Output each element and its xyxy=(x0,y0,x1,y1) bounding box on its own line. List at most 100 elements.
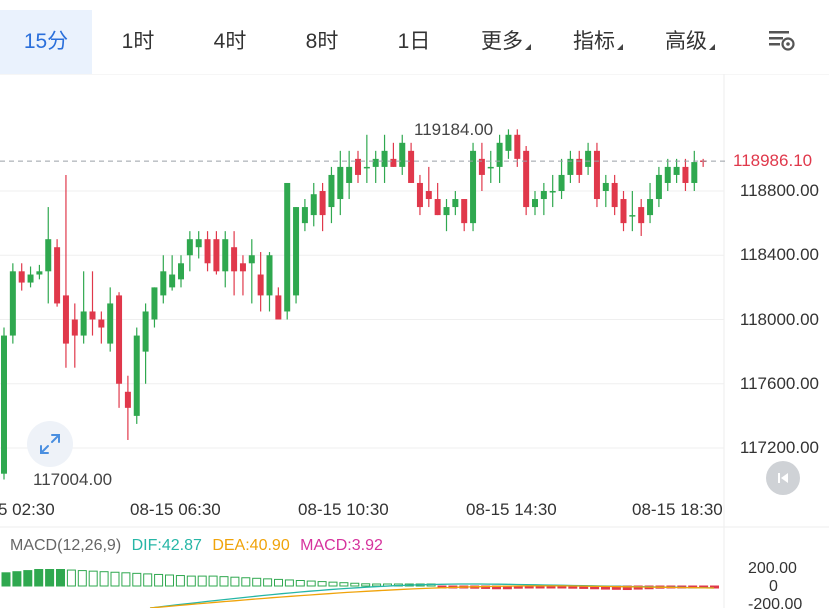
dif-value: DIF:42.87 xyxy=(131,537,202,554)
candle-up xyxy=(505,129,512,159)
current-price-label: 118986.10 xyxy=(727,149,819,174)
macd-bar-positive xyxy=(230,576,240,587)
candle-up xyxy=(107,287,114,352)
tab-label: 更多 xyxy=(481,30,523,53)
tab-1[interactable]: 1时 xyxy=(92,10,184,74)
candle-up xyxy=(293,207,300,304)
tab-label: 15分 xyxy=(23,30,69,53)
candle-up xyxy=(381,134,388,183)
candle-up xyxy=(558,158,565,200)
candle-up xyxy=(266,252,273,312)
macd-value: MACD:3.92 xyxy=(300,537,383,554)
macd-bar-positive xyxy=(165,574,174,587)
candle-up xyxy=(142,303,149,384)
tab-label: 高级 xyxy=(665,30,707,53)
tab-7[interactable]: 高级 xyxy=(644,10,736,74)
macd-legend: MACD(12,26,9) DIF:42.87 DEA:40.90 MACD:3… xyxy=(10,537,389,555)
candle-up xyxy=(532,191,538,216)
macd-bar-positive xyxy=(219,576,229,587)
candle-down xyxy=(71,303,78,368)
candle-up xyxy=(151,287,158,328)
tab-label: 1日 xyxy=(397,30,431,53)
dea-line xyxy=(149,585,715,608)
tab-label: 指标 xyxy=(573,30,615,53)
price-tick-label: 117600.00 xyxy=(739,373,819,393)
macd-bar-positive xyxy=(12,571,22,587)
candle-down xyxy=(638,199,645,236)
candle-up xyxy=(363,134,370,183)
expand-icon xyxy=(40,434,60,454)
skip-to-latest-icon xyxy=(778,473,788,483)
candle-up xyxy=(301,199,308,232)
tab-3[interactable]: 8时 xyxy=(276,10,368,74)
macd-bar-positive xyxy=(263,578,273,587)
scroll-to-latest-button[interactable] xyxy=(766,461,800,495)
expand-chart-button[interactable] xyxy=(27,421,73,467)
time-tick-label: 08-15 10:30 xyxy=(298,500,389,519)
macd-bar-positive xyxy=(274,578,283,587)
candle-up xyxy=(691,150,698,191)
candle-up xyxy=(45,207,52,304)
price-tick-label: 118400.00 xyxy=(739,245,819,265)
macd-bar-negative xyxy=(710,585,719,589)
candle-down xyxy=(116,292,123,408)
candle-up xyxy=(1,327,7,480)
candle-down xyxy=(434,182,441,216)
candle-up xyxy=(310,182,317,227)
macd-bar-positive xyxy=(241,577,251,587)
tab-4[interactable]: 1日 xyxy=(368,10,460,74)
candle-down xyxy=(408,142,415,183)
candle-down xyxy=(239,255,246,296)
candle-down xyxy=(620,191,627,232)
chart-settings-button[interactable] xyxy=(760,18,804,62)
time-tick-label: 5 02:30 xyxy=(0,500,55,519)
tab-6[interactable]: 指标 xyxy=(552,10,644,74)
candle-down xyxy=(54,239,61,307)
candle-up xyxy=(195,231,202,259)
candlestick-series xyxy=(1,129,707,480)
candle-up xyxy=(372,150,379,183)
candle-down xyxy=(593,142,600,208)
tab-0[interactable]: 15分 xyxy=(0,10,92,74)
candle-up xyxy=(169,255,176,291)
candle-up xyxy=(629,191,636,232)
candle-up xyxy=(487,150,494,183)
candle-down xyxy=(700,158,707,167)
candle-down xyxy=(124,375,131,440)
candle-up xyxy=(470,142,477,232)
candle-up xyxy=(284,182,291,320)
tab-5[interactable]: 更多 xyxy=(460,10,552,74)
candle-down xyxy=(204,231,211,272)
dropdown-icon xyxy=(617,44,623,50)
macd-bar-positive xyxy=(328,581,338,587)
tab-2[interactable]: 4时 xyxy=(184,10,276,74)
macd-bar-positive xyxy=(45,569,55,587)
macd-bar-positive xyxy=(350,582,360,587)
candle-down xyxy=(319,182,326,232)
candle-up xyxy=(328,166,335,224)
candle-up xyxy=(248,239,255,304)
candle-up xyxy=(27,266,34,288)
candle-down xyxy=(355,150,361,183)
candle-up xyxy=(452,191,459,216)
macd-bar-positive xyxy=(361,583,371,587)
candle-down xyxy=(275,287,282,320)
macd-bar-positive xyxy=(56,569,65,587)
candle-up xyxy=(346,150,353,200)
macd-tick-label: 200.00 xyxy=(748,560,797,577)
candle-down xyxy=(98,311,105,344)
macd-bar-positive xyxy=(1,572,11,587)
macd-bar-positive xyxy=(208,575,218,587)
candle-up xyxy=(186,231,193,272)
timeframe-tabs: 15分 1时 4时 8时 1日 更多 指标 高级 xyxy=(0,10,829,74)
macd-title: MACD(12,26,9) xyxy=(10,537,122,554)
time-tick-label: 08-15 18:30 xyxy=(632,500,723,519)
macd-bar-positive xyxy=(143,573,153,587)
candle-up xyxy=(133,327,140,424)
macd-bar-positive xyxy=(339,582,349,587)
macd-bar-positive xyxy=(175,575,185,587)
candle-up xyxy=(655,166,662,208)
candle-up xyxy=(549,174,556,208)
macd-bar-positive xyxy=(110,571,120,587)
